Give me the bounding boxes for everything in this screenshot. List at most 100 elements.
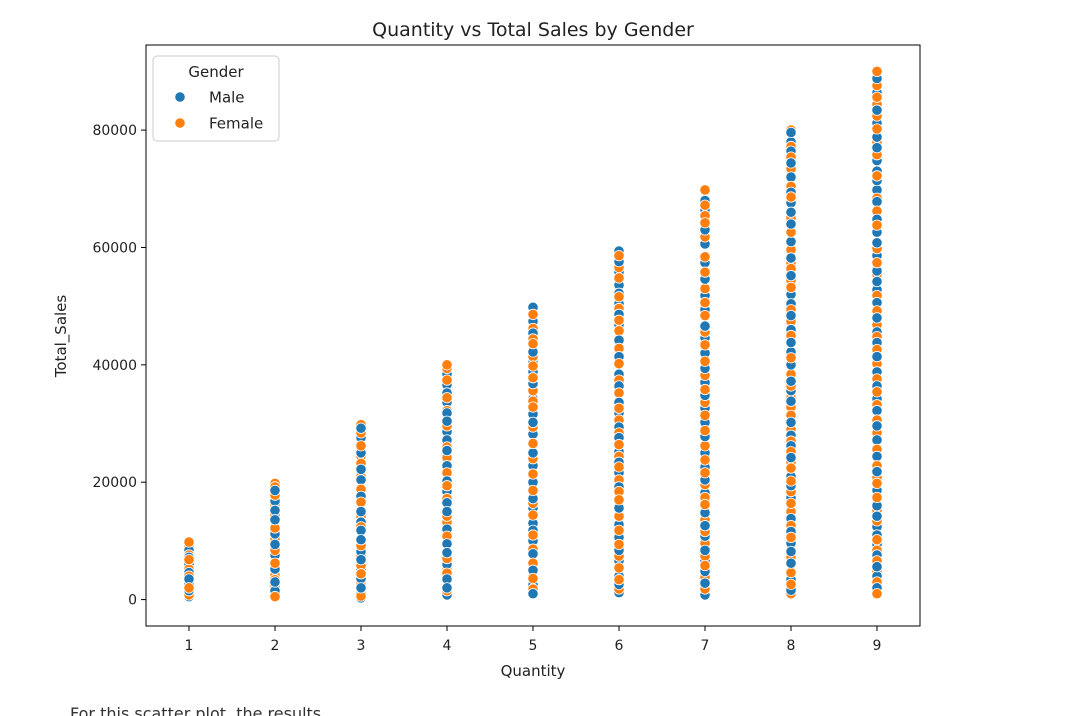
point-female <box>441 392 453 404</box>
point-female <box>699 424 711 437</box>
point-female <box>699 282 711 295</box>
point-female <box>699 339 711 351</box>
point-male <box>355 463 367 475</box>
x-tick-label: 3 <box>357 638 366 654</box>
point-female <box>613 574 625 586</box>
y-axis-label: Total_Sales <box>52 295 71 379</box>
point-female <box>355 440 367 452</box>
point-female <box>613 461 625 473</box>
point-female <box>183 536 195 548</box>
point-female <box>699 559 711 572</box>
point-male <box>441 415 453 427</box>
y-tick-label: 80000 <box>92 123 137 139</box>
point-female <box>613 562 625 574</box>
point-female <box>699 266 711 278</box>
y-tick-label: 0 <box>128 593 137 609</box>
point-male <box>871 351 883 363</box>
point-female <box>441 374 453 386</box>
point-male <box>785 252 797 264</box>
point-female <box>527 468 539 480</box>
point-female <box>699 383 711 396</box>
point-male <box>785 395 797 407</box>
point-male <box>785 236 797 248</box>
x-tick-label: 7 <box>701 638 710 654</box>
point-male <box>785 545 797 558</box>
point-female <box>613 387 625 399</box>
point-female <box>871 386 883 398</box>
below-chart-text: For this scatter plot, the results <box>70 706 322 716</box>
point-female <box>527 437 539 450</box>
legend-marker-female <box>174 117 186 129</box>
point-female <box>355 568 367 580</box>
point-female <box>699 440 711 452</box>
point-male <box>355 582 367 594</box>
point-male <box>871 104 883 116</box>
point-female <box>613 439 625 451</box>
x-axis: 1 2 3 4 5 6 7 8 9 <box>185 626 882 654</box>
point-male <box>441 547 453 559</box>
point-female <box>699 454 711 466</box>
point-female <box>699 217 711 229</box>
x-tick-label: 2 <box>271 638 280 654</box>
point-male <box>871 466 883 478</box>
point-female <box>613 494 625 506</box>
x-tick-label: 9 <box>873 638 882 654</box>
point-male <box>355 422 367 434</box>
point-male <box>785 375 797 387</box>
point-female <box>441 359 453 371</box>
point-male <box>785 126 797 139</box>
point-female <box>613 538 625 551</box>
point-male <box>269 484 281 497</box>
y-tick-label: 20000 <box>92 475 137 491</box>
point-male <box>699 577 711 589</box>
point-female <box>613 291 625 303</box>
point-female <box>613 402 625 414</box>
point-female <box>527 308 539 320</box>
point-male <box>785 270 797 282</box>
point-male <box>269 514 281 526</box>
point-female <box>527 572 539 585</box>
point-male <box>871 510 883 522</box>
point-female <box>699 409 711 421</box>
x-tick-label: 5 <box>529 638 538 654</box>
chart-title: Quantity vs Total Sales by Gender <box>372 19 694 41</box>
point-male <box>269 576 281 588</box>
point-male <box>527 416 539 428</box>
point-female <box>613 358 625 370</box>
point-female <box>613 272 625 284</box>
point-male <box>699 520 711 532</box>
legend-label-female: Female <box>209 115 263 133</box>
point-female <box>871 534 883 546</box>
point-female <box>613 314 625 326</box>
point-male <box>785 309 797 322</box>
point-male <box>871 142 883 154</box>
point-male <box>871 450 883 462</box>
point-female <box>785 352 797 364</box>
x-tick-label: 4 <box>443 638 452 654</box>
point-male <box>785 557 797 569</box>
point-male <box>441 582 453 594</box>
point-female <box>269 557 281 569</box>
point-female <box>699 467 711 479</box>
point-male <box>871 275 883 288</box>
point-female <box>527 372 539 384</box>
legend-marker-male <box>174 91 186 103</box>
legend-label-male: Male <box>209 89 245 107</box>
point-female <box>871 123 883 135</box>
point-male <box>355 505 367 518</box>
x-axis-label: Quantity <box>501 662 566 680</box>
point-male <box>699 544 711 556</box>
point-male <box>871 561 883 573</box>
point-male <box>785 336 797 349</box>
point-female <box>785 531 797 543</box>
point-female <box>871 65 883 78</box>
point-male <box>871 420 883 432</box>
point-female <box>183 554 195 566</box>
point-female <box>355 496 367 508</box>
point-female <box>527 529 539 541</box>
point-female <box>527 401 539 413</box>
point-male <box>785 451 797 464</box>
point-male <box>785 206 797 218</box>
point-male <box>355 474 367 486</box>
